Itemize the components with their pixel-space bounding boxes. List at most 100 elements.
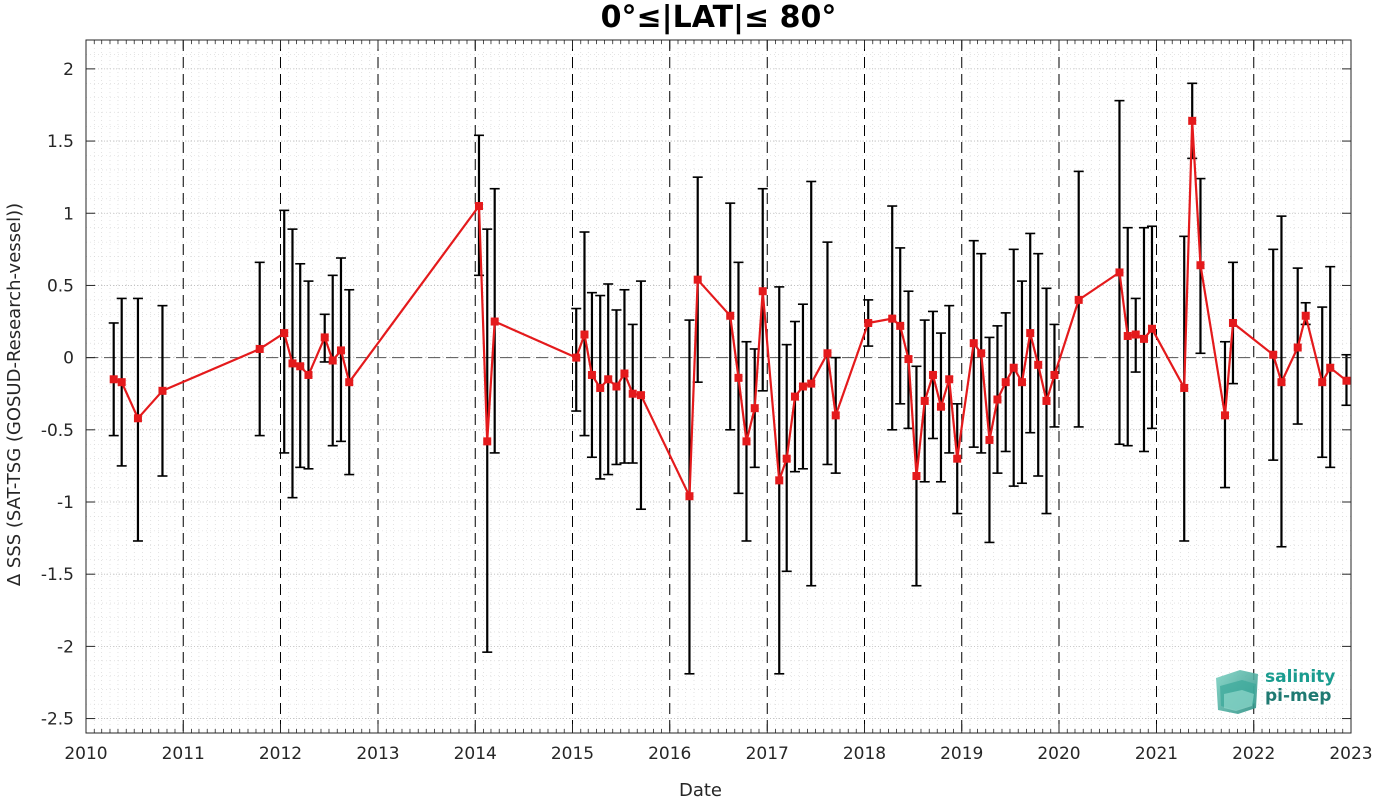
y-ticks: -2.5 -2 -1.5 -1 -0.5 0 0.5 1 1.5 2 [41, 60, 1351, 730]
minor-grid [86, 39, 1351, 734]
data-point [1196, 261, 1205, 270]
data-point [255, 344, 264, 353]
y-tick-label: 1 [63, 204, 74, 224]
data-point [775, 476, 784, 485]
data-point [807, 379, 816, 388]
data-point [336, 346, 345, 355]
data-point [1001, 378, 1010, 387]
data-point [1123, 331, 1132, 340]
data-point [1074, 295, 1083, 304]
y-axis-label: Δ SSS (SAT-TSG (GOSUD-Research-vessel)) [4, 203, 25, 586]
y-tick-label: -2.5 [41, 710, 74, 730]
data-point [953, 454, 962, 463]
data-point [490, 317, 499, 326]
x-tick-label: 2014 [454, 744, 497, 764]
y-tick-label: 1.5 [47, 132, 74, 152]
data-point [280, 329, 289, 338]
data-point [587, 370, 596, 379]
data-point [636, 391, 645, 400]
data-point [904, 355, 913, 364]
data-point [628, 389, 637, 398]
x-tick-label: 2011 [162, 744, 205, 764]
salinity-pi-mep-logo [1216, 670, 1258, 714]
data-point [1131, 330, 1140, 339]
data-point [109, 375, 118, 384]
data-point [1017, 378, 1026, 387]
logo-line-2: pi-mep [1265, 686, 1332, 706]
x-tick-label: 2018 [843, 744, 886, 764]
data-point [1115, 268, 1124, 277]
data-point [1188, 116, 1197, 125]
x-tick-label: 2021 [1135, 744, 1178, 764]
x-axis-label: Date [679, 780, 722, 801]
y-tick-label: 0.5 [47, 276, 74, 296]
data-point [936, 402, 945, 411]
data-point [345, 378, 354, 387]
data-point [1139, 334, 1148, 343]
data-point [620, 369, 629, 378]
data-point [945, 375, 954, 384]
data-point [928, 370, 937, 379]
logo-line-1: salinity [1265, 667, 1336, 687]
data-point [985, 435, 994, 444]
y-tick-label: -1 [57, 493, 74, 513]
data-point [831, 411, 840, 420]
data-point [750, 404, 759, 413]
data-point [288, 359, 297, 368]
data-point [790, 392, 799, 401]
year-boundary-lines [182, 40, 1255, 733]
data-point [977, 349, 986, 358]
data-point [693, 275, 702, 284]
data-point [1050, 370, 1059, 379]
error-bars [108, 82, 1352, 675]
y-tick-label: -0.5 [41, 421, 74, 441]
x-tick-label: 2016 [648, 744, 691, 764]
data-point [734, 373, 743, 382]
major-grid [86, 68, 1351, 719]
data-point [596, 383, 605, 392]
data-point [823, 349, 832, 358]
data-point [896, 321, 905, 330]
data-point [1277, 378, 1286, 387]
data-point [1326, 363, 1335, 372]
y-tick-label: 0 [63, 349, 74, 369]
y-tick-label: 2 [63, 60, 74, 80]
x-tick-label: 2019 [940, 744, 983, 764]
data-point [1009, 363, 1018, 372]
data-point [474, 202, 483, 211]
data-point [1318, 378, 1327, 387]
data-point [328, 356, 337, 365]
data-point [888, 314, 897, 323]
data-point [133, 414, 142, 423]
data-point [1342, 376, 1351, 385]
data-point [912, 472, 921, 481]
data-point [993, 395, 1002, 404]
x-tick-label: 2013 [356, 744, 399, 764]
data-point [1026, 329, 1035, 338]
data-point [612, 382, 621, 391]
data-point [1220, 411, 1229, 420]
data-point [864, 318, 873, 327]
data-point [969, 339, 978, 348]
data-point [798, 382, 807, 391]
data-point [742, 437, 751, 446]
data-point [758, 287, 767, 296]
data-point [782, 454, 791, 463]
chart-title: 0°≤|LAT|≤ 80° [601, 0, 837, 35]
data-point [685, 492, 694, 501]
data-point [1301, 311, 1310, 320]
data-point [483, 437, 492, 446]
x-tick-label: 2022 [1232, 744, 1275, 764]
x-tick-label: 2010 [64, 744, 107, 764]
x-tick-label: 2012 [259, 744, 302, 764]
x-tick-label: 2015 [551, 744, 594, 764]
data-point [1042, 396, 1051, 405]
data-point [1147, 324, 1156, 333]
series-markers [109, 116, 1351, 501]
logo-text: salinity pi-mep [1265, 668, 1335, 706]
data-point [158, 386, 167, 395]
data-point [726, 311, 735, 320]
data-point [1293, 343, 1302, 352]
data-point [1228, 318, 1237, 327]
